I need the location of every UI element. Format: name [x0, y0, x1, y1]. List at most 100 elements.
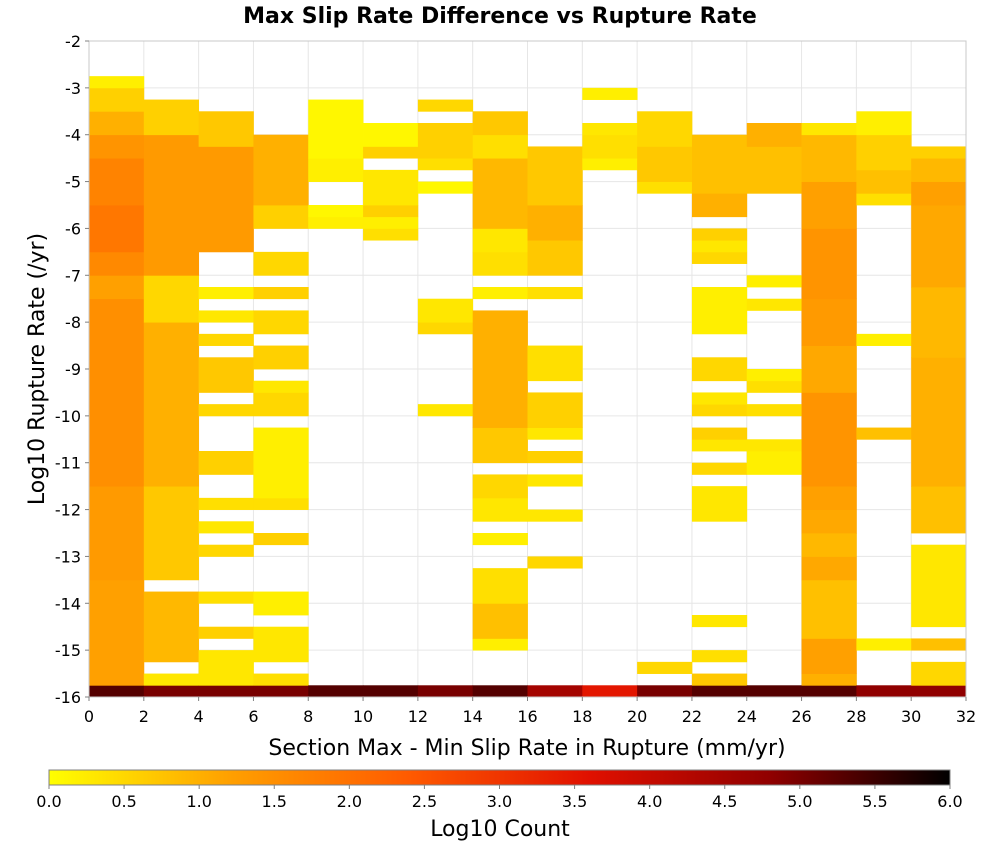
heatmap-cell	[363, 205, 419, 218]
heatmap-cell	[801, 298, 857, 346]
heatmap-cell	[691, 404, 748, 417]
heatmap-cell	[198, 111, 254, 147]
heatmap-cell	[363, 216, 419, 229]
heatmap-cell	[856, 427, 912, 440]
heatmap-cell	[582, 134, 638, 159]
heatmap-cell	[472, 533, 528, 546]
colorbar-tick-label: 3.0	[487, 792, 512, 811]
heatmap-cell	[198, 451, 254, 475]
heatmap-cell	[143, 99, 200, 136]
heatmap-cell	[691, 486, 748, 522]
heatmap-cell	[89, 685, 145, 698]
heatmap-cell	[582, 123, 638, 136]
heatmap-cell	[856, 638, 912, 651]
y-tick-label: -15	[55, 641, 81, 660]
heatmap-cell	[308, 205, 364, 218]
heatmap-cell	[691, 427, 748, 440]
heatmap-cell	[746, 123, 802, 147]
x-tick-label: 22	[682, 707, 702, 726]
heatmap-cell	[691, 193, 748, 218]
colorbar-label: Log10 Count	[430, 817, 570, 842]
heatmap-cell	[691, 462, 748, 475]
heatmap-cell	[143, 322, 200, 487]
heatmap-cell	[472, 638, 528, 651]
heatmap-cell	[801, 533, 857, 557]
heatmap-cell	[363, 228, 419, 241]
heatmap-cell	[253, 251, 309, 276]
heatmap-cell	[472, 568, 528, 604]
heatmap-cell	[911, 287, 967, 358]
heatmap-cell	[801, 181, 857, 229]
heatmap-cell	[253, 392, 309, 417]
heatmap-cell	[417, 181, 474, 194]
y-tick-label: -8	[65, 313, 81, 332]
heatmap-cell	[253, 533, 309, 546]
heatmap-cell	[308, 685, 364, 698]
heatmap-cell	[143, 673, 200, 686]
heatmap-cell	[308, 99, 364, 159]
heatmap-cell	[253, 134, 309, 206]
heatmap-cell	[527, 685, 583, 698]
heatmap-cell	[417, 298, 474, 323]
x-tick-label: 16	[517, 707, 537, 726]
heatmap-cell	[89, 298, 145, 370]
heatmap-cell	[417, 99, 474, 112]
heatmap-cell	[801, 579, 857, 639]
heatmap-cell	[198, 497, 254, 510]
heatmap-cell	[527, 427, 583, 440]
colorbar-tick-label: 1.0	[186, 792, 211, 811]
heatmap-cell	[253, 591, 309, 616]
colorbar-tick-label: 4.5	[712, 792, 737, 811]
x-tick-label: 4	[194, 707, 204, 726]
x-tick-label: 0	[84, 707, 94, 726]
heatmap-cell	[89, 76, 145, 89]
heatmap-cell	[308, 216, 364, 229]
heatmap-cell	[911, 357, 967, 487]
heatmap-cell	[582, 87, 638, 100]
heatmap-cell	[472, 310, 528, 428]
heatmap-cell	[472, 158, 528, 229]
x-tick-label: 14	[463, 707, 483, 726]
x-axis-label: Section Max - Min Slip Rate in Rupture (…	[268, 736, 785, 761]
heatmap-cell	[691, 685, 748, 698]
chart-title: Max Slip Rate Difference vs Rupture Rate	[243, 4, 757, 29]
x-axis-ticks: 0 2 4 6 8 10 12 14 16 18 20 22 24 26 28 30 32	[84, 697, 976, 726]
heatmap-cell	[637, 111, 693, 147]
heatmap-cell	[472, 228, 528, 253]
y-tick-label: -3	[65, 79, 81, 98]
heatmap-cell	[472, 474, 528, 499]
heatmap-cell	[911, 638, 967, 651]
y-tick-label: -5	[65, 173, 81, 192]
x-tick-label: 20	[627, 707, 647, 726]
x-tick-label: 32	[956, 707, 976, 726]
heatmap-cell	[472, 251, 528, 276]
heatmap-cell	[417, 158, 474, 171]
heatmap-cell	[527, 205, 583, 241]
heatmap-cell	[911, 181, 967, 206]
heatmap-cell	[253, 497, 309, 510]
colorbar-ticks: 0.0 0.5 1.0 1.5 2.0 2.5 3.0 3.5 4.0 4.5 5.0 5.5 6.0	[36, 785, 963, 811]
heatmap-cell	[417, 123, 474, 159]
colorbar-tick-label: 2.0	[337, 792, 362, 811]
heatmap-cell	[363, 146, 419, 159]
x-tick-label: 28	[846, 707, 866, 726]
heatmap-cell	[856, 193, 912, 206]
heatmap-cell	[801, 345, 857, 393]
heatmap-cell	[856, 685, 912, 698]
heatmap-cell	[472, 287, 528, 300]
heatmap-cell	[911, 205, 967, 288]
colorbar-tick-label: 1.5	[262, 792, 287, 811]
colorbar-tick-label: 2.5	[412, 792, 437, 811]
heatmap-cell	[198, 146, 254, 253]
heatmap-cell	[198, 287, 254, 300]
heatmap-cell	[253, 626, 309, 663]
heatmap-cell	[363, 685, 419, 698]
heatmap-cell	[691, 134, 748, 194]
heatmap-cell	[527, 146, 583, 206]
heatmap-cell	[691, 251, 748, 264]
y-axis-label: Log10 Rupture Rate (/yr)	[25, 233, 50, 505]
y-tick-label: -9	[65, 360, 81, 379]
heatmap-cell	[746, 298, 802, 311]
heatmap-cell	[746, 380, 802, 393]
heatmap-cell	[746, 146, 802, 194]
